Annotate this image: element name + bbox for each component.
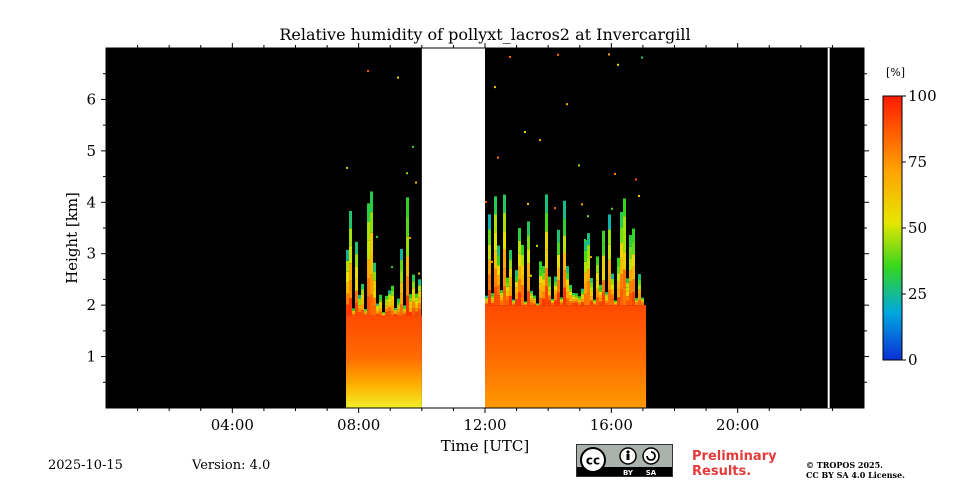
footer-date: 2025-10-15 <box>48 458 123 473</box>
y-tick-label-5: 6 <box>86 90 96 108</box>
y-tick-label-1: 2 <box>86 296 96 314</box>
boundary-line <box>827 48 830 408</box>
data-period-1 <box>485 53 647 408</box>
x-tick-label-4: 20:00 <box>716 416 759 434</box>
y-tick-label-4: 5 <box>86 142 96 160</box>
colorbar <box>882 95 903 361</box>
copyright-line-2: CC BY SA 4.0 License. <box>806 470 905 480</box>
y-tick-label-0: 1 <box>86 348 96 366</box>
svg-text:cc: cc <box>586 454 600 468</box>
copyright-note: © TROPOS 2025. CC BY SA 4.0 License. <box>806 460 905 480</box>
cc-license-badge: cc BY SA <box>576 444 673 477</box>
x-tick-label-2: 12:00 <box>463 416 506 434</box>
cloud-layer-0 <box>346 315 422 408</box>
preliminary-results-note: Preliminary Results. <box>692 449 777 479</box>
y-tick-label-2: 3 <box>86 245 96 263</box>
missing-period-0 <box>421 48 485 408</box>
x-tick-label-3: 16:00 <box>590 416 633 434</box>
svg-text:SA: SA <box>646 469 657 476</box>
colorbar-tick-label-0: 0 <box>908 351 918 369</box>
cloud-layer-1 <box>485 305 647 408</box>
x-tick-label-0: 04:00 <box>211 416 254 434</box>
colorbar-tick-label-1: 25 <box>908 285 927 303</box>
cc-by-sa-icon: cc BY SA <box>577 447 672 477</box>
x-tick-label-1: 08:00 <box>337 416 380 434</box>
colorbar-unit: [%] <box>886 66 906 79</box>
data-period-0 <box>346 69 422 408</box>
colorbar-tick-label-4: 100 <box>908 87 937 105</box>
colorbar-tick-label-3: 75 <box>908 153 927 171</box>
copyright-line-1: © TROPOS 2025. <box>806 460 883 470</box>
preliminary-line-2: Results. <box>692 464 752 479</box>
preliminary-line-1: Preliminary <box>692 449 777 464</box>
svg-text:BY: BY <box>623 469 634 476</box>
x-axis-label: Time [UTC] <box>440 437 530 455</box>
colorbar-tick-label-2: 50 <box>908 219 927 237</box>
footer-version: Version: 4.0 <box>192 458 271 473</box>
y-tick-label-3: 4 <box>86 193 96 211</box>
chart-title: Relative humidity of pollyxt_lacros2 at … <box>279 25 691 44</box>
